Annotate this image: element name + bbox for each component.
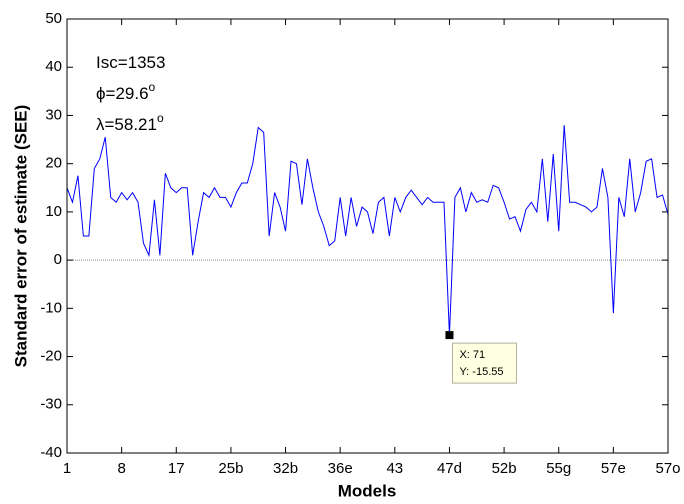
x-tick-label: 43 <box>386 460 403 477</box>
axes-box <box>66 18 669 454</box>
y-tick-label: -20 <box>40 348 62 365</box>
x-tick-label: 8 <box>117 460 125 477</box>
annotation: Isc=1353 <box>96 53 165 72</box>
x-tick-label: 47d <box>437 460 462 477</box>
x-tick-label: 36e <box>328 460 353 477</box>
annotation-sup: o <box>149 80 156 94</box>
x-tick-label: 1 <box>63 460 71 477</box>
y-tick-label: -40 <box>40 444 62 461</box>
y-tick-label: 0 <box>54 251 62 268</box>
x-tick-label: 32b <box>273 460 298 477</box>
annotation-sup: o <box>157 111 164 125</box>
y-tick-label: 40 <box>45 58 62 75</box>
datatip-label: Y: -15.55 <box>459 366 503 378</box>
x-tick-label: 57o <box>655 460 680 477</box>
x-tick-label: 55g <box>546 460 571 477</box>
annotation-text: Isc=1353 <box>96 53 165 72</box>
series-line <box>66 125 669 336</box>
y-tick-label: 50 <box>45 10 62 27</box>
annotation-text: ϕ=29.6 <box>96 84 149 103</box>
y-tick-label: -10 <box>40 299 62 316</box>
x-tick-label: 25b <box>218 460 243 477</box>
y-tick-label: 20 <box>45 155 62 172</box>
x-tick-label: 52b <box>492 460 517 477</box>
y-tick-label: 10 <box>45 203 62 220</box>
plot-area <box>67 19 668 453</box>
y-axis-label: Standard error of estimate (SEE) <box>11 105 30 368</box>
annotation: ϕ=29.6o <box>96 80 156 103</box>
datatip-box <box>451 342 517 384</box>
x-tick-label: 17 <box>168 460 185 477</box>
annotation: λ=58.21o <box>96 111 164 134</box>
x-axis-label: Models <box>338 481 397 500</box>
annotation-text: λ=58.21 <box>96 115 157 134</box>
datatip-marker <box>445 331 454 340</box>
datatip-label: X: 71 <box>459 349 485 361</box>
y-tick-label: 30 <box>45 106 62 123</box>
x-tick-label: 57e <box>601 460 626 477</box>
y-tick-label: -30 <box>40 396 62 413</box>
